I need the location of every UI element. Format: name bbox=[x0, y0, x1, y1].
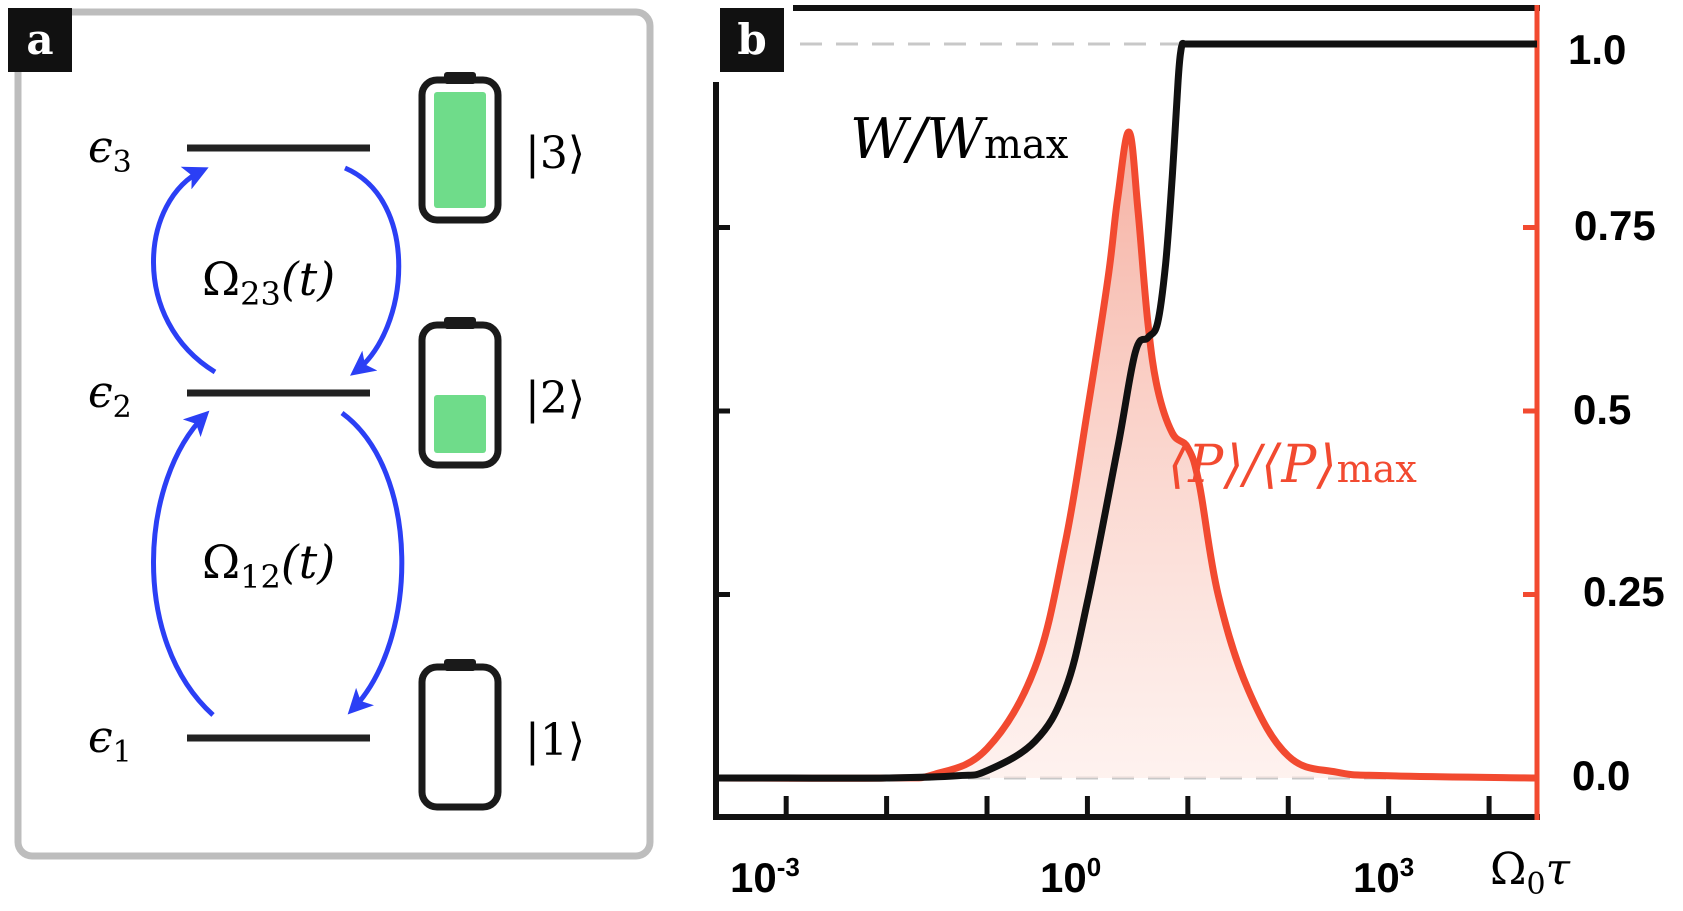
y-tick-label-05: 0.5 bbox=[1573, 386, 1631, 433]
axis-ticks bbox=[716, 225, 1537, 817]
panel-a-label: a bbox=[26, 15, 53, 64]
level-3-label: ϵ3 bbox=[88, 122, 132, 180]
y-tick-label-1: 1.0 bbox=[1568, 26, 1626, 73]
x-tick-label-1e3: 103 bbox=[1353, 852, 1414, 901]
arrow-2-to-1 bbox=[340, 410, 405, 715]
level-2-label: ϵ2 bbox=[88, 367, 132, 425]
power-area-fill bbox=[716, 131, 1537, 779]
x-axis-label: Ω0τ bbox=[1490, 844, 1571, 902]
panel-b-label-badge: b bbox=[720, 8, 784, 72]
arrow-1-to-2 bbox=[151, 410, 215, 717]
x-tick-label-1e0: 100 bbox=[1040, 852, 1101, 901]
panel-b-label: b bbox=[737, 15, 766, 64]
battery-2-charge bbox=[434, 395, 486, 453]
level-1-label: ϵ1 bbox=[88, 712, 132, 770]
work-curve bbox=[716, 39, 1537, 782]
panel-b: b W/Wmax ⟨P⟩/⟨P⟩max 1.0 0.75 0.5 0.25 0.… bbox=[713, 5, 1665, 902]
battery-1-body bbox=[418, 663, 502, 811]
state-1-label: |1⟩ bbox=[525, 715, 585, 766]
battery-1 bbox=[418, 659, 502, 811]
battery-1-cap bbox=[444, 659, 476, 671]
coupling-23-label: Ω23(t) bbox=[202, 252, 335, 313]
y-tick-label-075: 0.75 bbox=[1574, 202, 1656, 249]
panel-a: a ϵ3 ϵ2 ϵ1 Ω23(t) Ω12(t) bbox=[8, 8, 654, 860]
state-3-label: |3⟩ bbox=[525, 128, 585, 179]
panel-a-frame bbox=[14, 8, 654, 860]
y-tick-label-0: 0.0 bbox=[1572, 752, 1630, 799]
panel-a-label-badge: a bbox=[8, 8, 72, 72]
arrow-3-to-2 bbox=[344, 165, 402, 376]
x-tick-label-1e-3: 10-3 bbox=[730, 852, 800, 901]
state-2-label: |2⟩ bbox=[525, 373, 585, 424]
battery-2-cap bbox=[444, 317, 476, 329]
power-curve bbox=[715, 128, 1538, 782]
work-curve-label: W/Wmax bbox=[850, 107, 1069, 172]
y-tick-label-025: 0.25 bbox=[1583, 568, 1665, 615]
battery-3-charge bbox=[434, 92, 486, 208]
battery-2 bbox=[418, 317, 502, 469]
battery-3 bbox=[418, 72, 502, 224]
coupling-12-label: Ω12(t) bbox=[202, 535, 335, 596]
power-curve-label: ⟨P⟩/⟨P⟩max bbox=[1168, 435, 1417, 495]
arrow-2-to-3 bbox=[151, 166, 217, 375]
battery-3-cap bbox=[444, 72, 476, 84]
